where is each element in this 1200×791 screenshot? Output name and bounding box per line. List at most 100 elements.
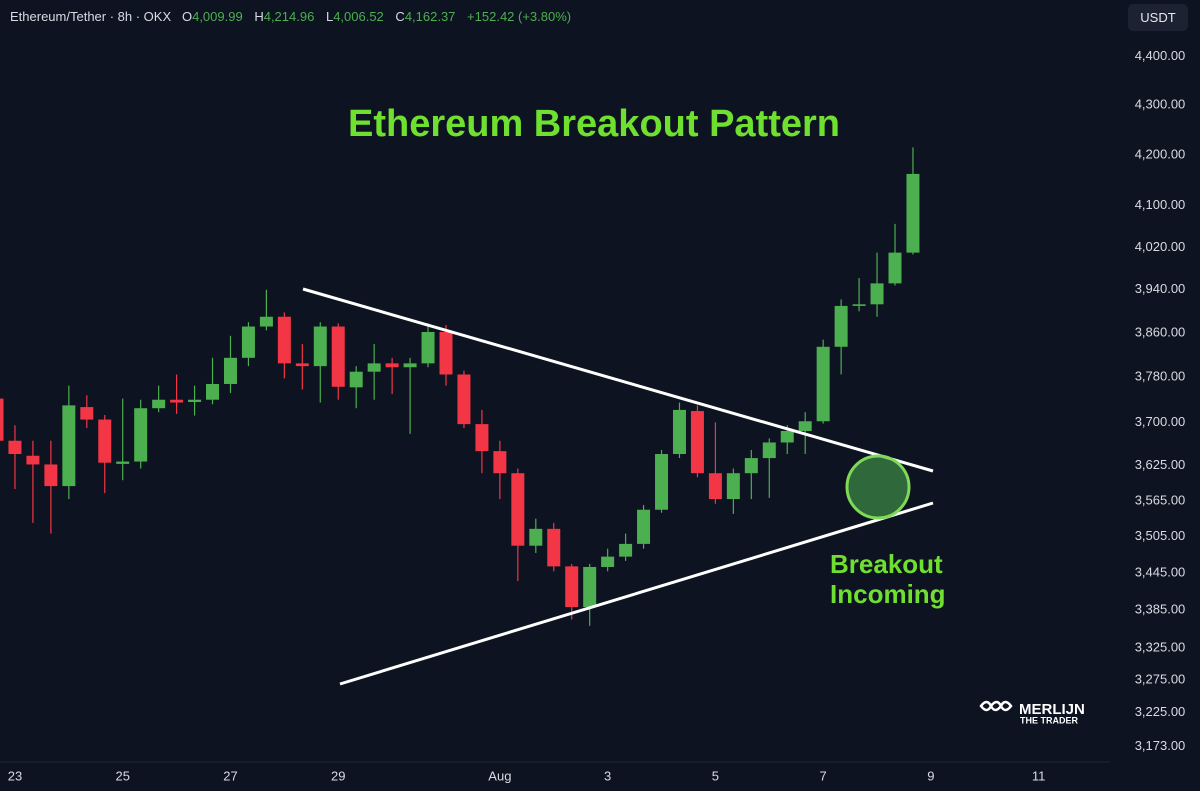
annotation: Incoming	[830, 579, 946, 609]
logo: MERLIJN THE TRADER	[979, 700, 1085, 725]
candle-body	[672, 409, 686, 455]
candle-body	[762, 442, 776, 459]
x-tick-label: 23	[8, 768, 22, 783]
candle-body	[565, 566, 579, 608]
annotation: Breakout	[830, 549, 943, 579]
y-tick-label: 4,400.00	[1135, 48, 1186, 63]
y-tick-label: 3,325.00	[1135, 639, 1186, 654]
y-tick-label: 4,200.00	[1135, 146, 1186, 161]
candle-body	[62, 405, 76, 487]
candle-body	[457, 374, 471, 425]
candle-body	[798, 421, 812, 431]
candle-body	[98, 419, 112, 463]
candle-body	[116, 461, 130, 464]
candle-body	[529, 528, 543, 546]
x-tick-label: 5	[712, 768, 719, 783]
candle-body	[690, 411, 704, 474]
candle-body	[295, 363, 309, 367]
upper-trendline	[302, 287, 934, 473]
candle-body	[708, 473, 722, 500]
y-tick-label: 3,700.00	[1135, 414, 1186, 429]
x-tick-label: 9	[927, 768, 934, 783]
ohlc-value: 4,006.52	[333, 9, 384, 24]
candle-body	[170, 399, 184, 403]
candle-body	[870, 283, 884, 305]
candle-body	[152, 399, 166, 409]
candle-body	[726, 473, 740, 500]
x-tick-label: 3	[604, 768, 611, 783]
candle-body	[241, 326, 255, 358]
y-tick-label: 3,625.00	[1135, 457, 1186, 472]
candle-body	[439, 331, 453, 375]
candle-body	[8, 440, 22, 455]
candle-body	[421, 331, 435, 364]
y-tick-label: 3,275.00	[1135, 671, 1186, 686]
candle-body	[619, 543, 633, 557]
y-tick-label: 3,445.00	[1135, 565, 1186, 580]
candle-body	[403, 363, 417, 368]
candle-body	[583, 566, 597, 608]
candle-body	[44, 464, 58, 487]
logo-tagline: THE TRADER	[1020, 715, 1078, 725]
candle-body	[547, 528, 561, 567]
candle-body	[313, 326, 327, 367]
x-tick-label: 25	[115, 768, 129, 783]
candle-body	[744, 458, 758, 474]
x-tick-label: 11	[1032, 768, 1046, 783]
ohlc-label: O	[181, 9, 193, 24]
x-tick-label: 27	[223, 768, 237, 783]
y-tick-label: 3,780.00	[1135, 369, 1186, 384]
logo-name: MERLIJN	[1019, 701, 1085, 718]
y-tick-label: 3,940.00	[1135, 281, 1186, 296]
ohlc-label: H	[254, 9, 264, 24]
candle-body	[385, 363, 399, 368]
candle-body	[259, 316, 273, 327]
y-tick-label: 4,020.00	[1135, 239, 1186, 254]
candle-body	[0, 398, 4, 441]
ohlc-value: 4,214.96	[263, 9, 315, 24]
y-tick-label: 4,300.00	[1135, 97, 1186, 112]
candle-body	[511, 473, 525, 546]
chart-title: Ethereum Breakout Pattern	[348, 103, 840, 145]
y-tick-label: 3,225.00	[1135, 704, 1186, 719]
logo-icon	[979, 700, 1013, 712]
candle-body	[906, 173, 920, 253]
y-tick-label: 3,565.00	[1135, 492, 1186, 507]
candle-body	[601, 556, 615, 567]
ohlc-label: C	[395, 9, 405, 24]
candle-body	[475, 424, 489, 452]
currency-button[interactable]: USDT	[1128, 4, 1188, 31]
candle-body	[367, 363, 381, 372]
candle-body	[80, 407, 94, 420]
candle-body	[888, 252, 902, 284]
candle-body	[223, 357, 237, 384]
candle-body	[188, 399, 202, 402]
candle-body	[134, 408, 148, 462]
symbol: Ethereum/Tether · 8h · OKX	[10, 9, 172, 24]
candle-body	[26, 455, 40, 465]
candles	[0, 147, 920, 626]
candle-body	[637, 509, 651, 544]
ohlc-value: 4,162.37	[404, 9, 456, 24]
header: Ethereum/Tether · 8h · OKX O4,009.99 H4,…	[10, 9, 579, 24]
candle-body	[834, 305, 848, 347]
ohlc-value: 4,009.99	[192, 9, 243, 24]
ohlc-label: L	[325, 9, 334, 24]
candle-body	[780, 430, 794, 443]
change: +152.42 (+3.80%)	[467, 9, 572, 24]
candle-body	[349, 371, 363, 388]
y-tick-label: 3,860.00	[1135, 325, 1186, 340]
y-tick-label: 4,100.00	[1135, 197, 1186, 212]
candle-body	[816, 346, 830, 422]
candle-body	[493, 451, 507, 474]
y-tick-label: 3,505.00	[1135, 528, 1186, 543]
x-tick-label: 29	[331, 768, 345, 783]
y-tick-label: 3,173.00	[1135, 738, 1186, 753]
candle-body	[277, 316, 291, 364]
breakout-circle	[845, 454, 911, 520]
lower-trendline	[339, 501, 934, 686]
y-tick-label: 3,385.00	[1135, 602, 1186, 617]
